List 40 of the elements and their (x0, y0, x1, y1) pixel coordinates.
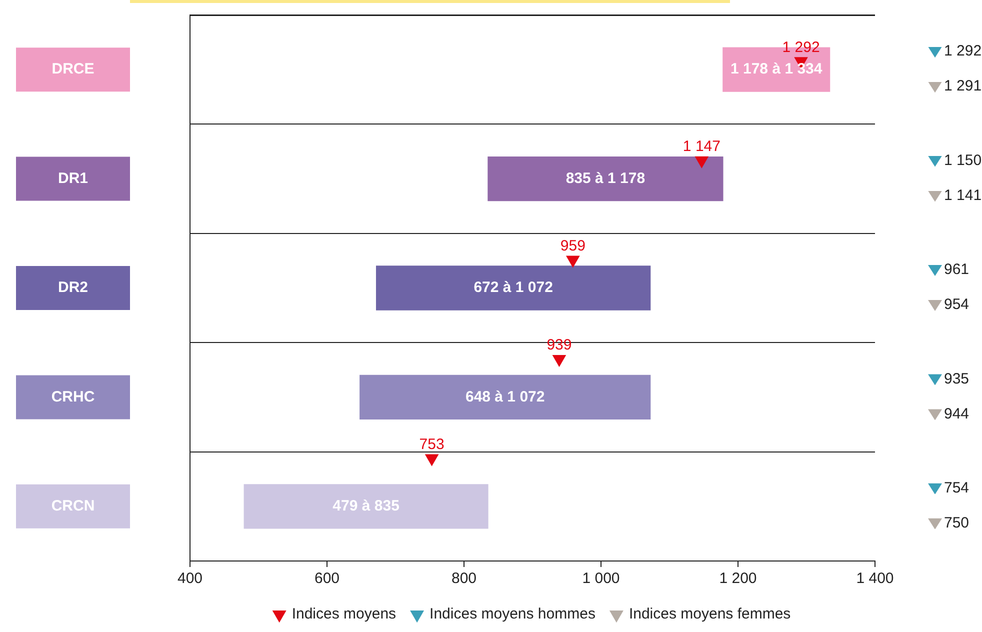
text: 754 (944, 480, 970, 497)
bar (244, 484, 488, 529)
data-label: 1 147 (682, 138, 720, 156)
text: 935 (944, 370, 970, 388)
annotation: 672 à 1 072 (474, 279, 553, 296)
x-tick-label: 600 (314, 570, 340, 588)
text: 1 292 (944, 42, 982, 60)
y-tick-label: DRCE (52, 60, 94, 78)
bar (360, 374, 651, 420)
annotation: 648 à 1 072 (465, 388, 545, 406)
bar (488, 156, 724, 202)
y-tick-label: DR2 (58, 279, 88, 296)
x-tick-label: 800 (451, 570, 477, 588)
y-tick-label: DR1 (58, 170, 88, 187)
point (566, 256, 580, 268)
x-tick-label: 1 400 (856, 570, 894, 588)
text: 1 141 (944, 186, 982, 204)
x-tick-label: 400 (177, 570, 203, 588)
point (552, 354, 566, 366)
legend-label: Indices moyens femmes (628, 606, 791, 623)
legend-label: Indices moyens hommes (430, 606, 596, 623)
annotation: 479 à 835 (332, 498, 400, 515)
bar (376, 266, 651, 310)
text: 1 150 (944, 152, 982, 169)
data-label: 753 (419, 436, 444, 453)
text: 961 (944, 261, 970, 278)
y-tick-label: CRCN (51, 498, 95, 515)
point (695, 156, 708, 168)
x-tick-label: 1 200 (719, 570, 757, 588)
annotation: 1 178 à 1 334 (730, 60, 823, 78)
annotation: 835 à 1 178 (566, 170, 646, 187)
y-tick-label: CRHC (51, 388, 95, 406)
text: 1 291 (944, 78, 982, 95)
point (425, 454, 438, 466)
data-label: 959 (560, 237, 586, 254)
text: 954 (944, 296, 970, 314)
text: 750 (944, 514, 970, 532)
legend-label: Indices moyens (292, 606, 396, 623)
text: 944 (944, 405, 970, 422)
x-tick-label: 1 000 (582, 570, 620, 588)
